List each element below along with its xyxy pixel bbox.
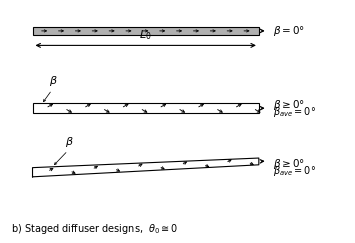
- Text: $\beta$: $\beta$: [49, 74, 58, 88]
- Text: $\beta \geq 0°$: $\beta \geq 0°$: [273, 98, 305, 112]
- Bar: [33, 103, 259, 113]
- Text: $\beta = 0°$: $\beta = 0°$: [273, 24, 305, 38]
- Text: $\beta \geq 0°$: $\beta \geq 0°$: [273, 157, 305, 171]
- Text: $L_0$: $L_0$: [140, 28, 152, 42]
- Polygon shape: [33, 158, 259, 177]
- Bar: [33, 27, 259, 35]
- Text: $\beta_{ave} = 0°$: $\beta_{ave} = 0°$: [273, 105, 316, 119]
- Text: $\beta$: $\beta$: [65, 135, 74, 149]
- Text: $\beta_{ave} = 0°$: $\beta_{ave} = 0°$: [273, 164, 316, 178]
- Text: b) Staged diffuser designs,  $\theta_0 \cong 0$: b) Staged diffuser designs, $\theta_0 \c…: [11, 222, 179, 236]
